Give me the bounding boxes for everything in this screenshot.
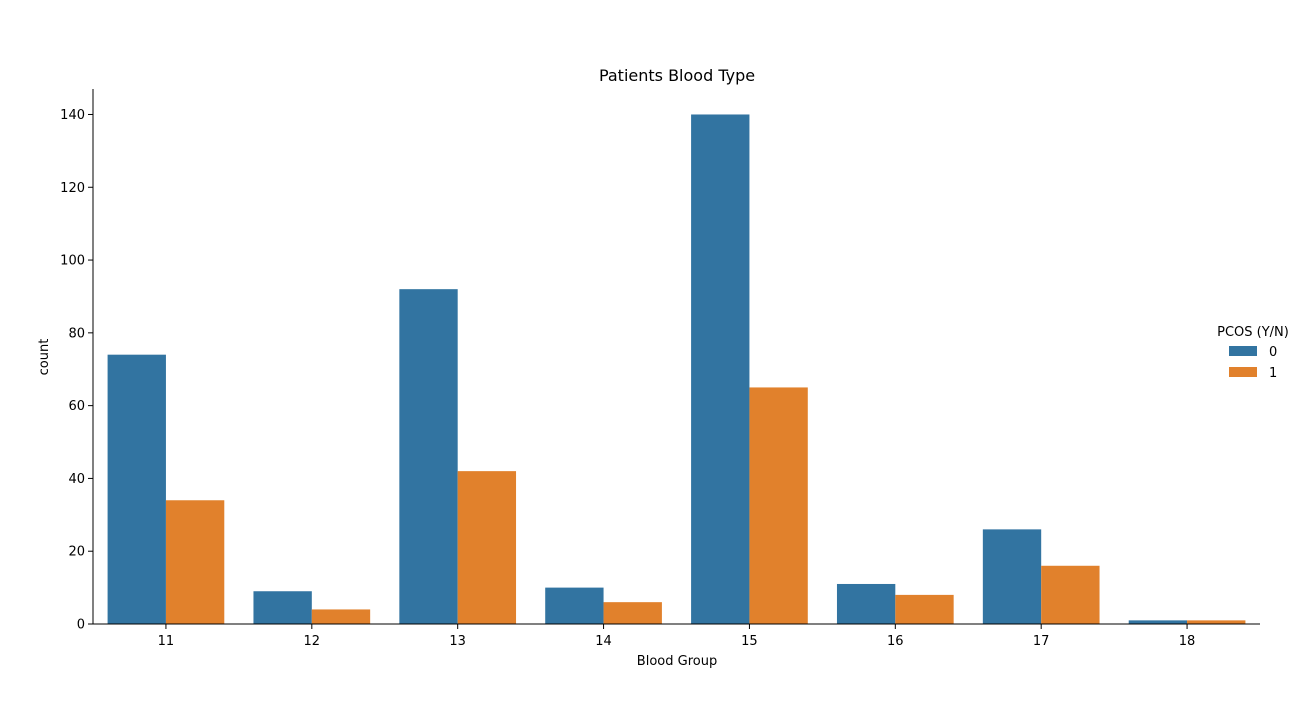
bar-series-0-17 xyxy=(982,529,1042,624)
legend-swatch-1 xyxy=(1229,367,1257,377)
y-tick-label: 0 xyxy=(77,618,85,633)
bar-series-0-11 xyxy=(107,354,166,624)
y-tick-label: 20 xyxy=(68,545,85,560)
bar-series-1-15 xyxy=(749,387,808,624)
bar-series-1-17 xyxy=(1041,565,1100,624)
bar-series-0-16 xyxy=(836,583,896,624)
bar-series-1-16 xyxy=(895,594,954,624)
x-tick-label: 17 xyxy=(1033,634,1050,649)
x-tick-label: 14 xyxy=(595,634,612,649)
x-tick-label: 18 xyxy=(1179,634,1196,649)
y-tick-label: 60 xyxy=(68,399,85,414)
x-tick-label: 16 xyxy=(887,634,904,649)
y-axis-label: count xyxy=(37,339,52,376)
bar-series-0-18 xyxy=(1128,620,1188,624)
x-tick-label: 11 xyxy=(158,634,175,649)
legend-title: PCOS (Y/N) xyxy=(1217,325,1289,340)
bar-series-1-11 xyxy=(165,500,225,624)
x-tick-label: 13 xyxy=(449,634,466,649)
bar-series-1-13 xyxy=(457,471,517,624)
bar-series-0-15 xyxy=(691,114,750,624)
y-tick-label: 140 xyxy=(60,108,85,123)
bar-series-0-13 xyxy=(399,289,458,624)
bar-series-1-18 xyxy=(1187,620,1246,624)
legend-label-0: 0 xyxy=(1269,345,1277,360)
y-tick-label: 100 xyxy=(60,254,85,269)
bar-series-0-12 xyxy=(253,591,312,624)
legend-swatch-0 xyxy=(1229,346,1257,356)
y-tick-label: 80 xyxy=(68,326,85,341)
bar-series-1-12 xyxy=(311,609,371,624)
x-tick-label: 15 xyxy=(741,634,758,649)
x-axis-label: Blood Group xyxy=(637,654,717,669)
plot-area: 0 20 40 60 80 100 120 140 11 12 13 14 15 16 17 18 xyxy=(60,89,1260,649)
bar-series-0-14 xyxy=(545,587,604,624)
bar-series-1-14 xyxy=(603,602,662,624)
y-tick-label: 40 xyxy=(68,472,85,487)
y-tick-label: 120 xyxy=(60,181,85,196)
legend-label-1: 1 xyxy=(1269,366,1277,381)
chart-title: Patients Blood Type xyxy=(599,66,755,85)
legend: PCOS (Y/N) 0 1 xyxy=(1217,325,1289,381)
x-tick-label: 12 xyxy=(304,634,321,649)
